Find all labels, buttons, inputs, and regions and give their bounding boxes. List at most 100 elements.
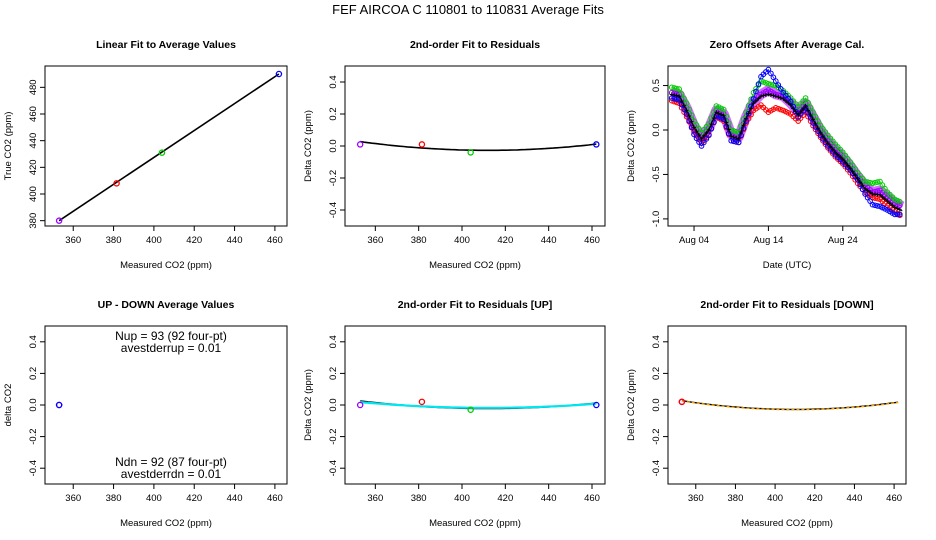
series-marker: [736, 136, 741, 141]
series-marker: [868, 190, 873, 195]
series-marker: [751, 101, 756, 106]
y-tick-label: -0.4: [328, 460, 339, 476]
series-line: [671, 93, 903, 212]
y-tick-label: 0.0: [328, 398, 339, 411]
y-tick-label: 0.4: [651, 335, 662, 348]
y-tick-label: -0.4: [28, 460, 39, 476]
y-tick-label: 0.2: [328, 107, 339, 120]
series-marker: [669, 92, 674, 97]
series-marker: [671, 85, 678, 91]
series-marker: [694, 129, 699, 134]
series-marker: [729, 134, 734, 139]
y-tick-label: 400: [28, 186, 39, 202]
panel-residual-fit-up: 2nd-order Fit to Residuals [UP] 360 380 400…: [303, 299, 606, 529]
series-marker: [763, 80, 769, 86]
data-point: [55, 401, 63, 409]
x-tick-label: 400: [767, 493, 783, 504]
plot-frame: [344, 65, 606, 227]
x-tick-label: 360: [367, 493, 383, 504]
x-tick-label: 460: [886, 493, 902, 504]
series-marker: [783, 99, 788, 103]
x-tick-label: 440: [541, 493, 557, 504]
series-marker: [734, 136, 739, 140]
x-tick-label: 460: [267, 235, 283, 246]
y-tick-label: -0.4: [328, 202, 339, 218]
series-marker: [716, 111, 721, 116]
y-axis-label: Delta CO2 (ppm): [303, 369, 314, 441]
plot-frame: [667, 65, 907, 227]
annotation-avestderrdn: avestderrdn = 0.01: [121, 467, 222, 481]
series-marker: [872, 202, 878, 209]
y-tick-label: 0.4: [28, 335, 39, 348]
data-point: [678, 398, 686, 406]
series-marker: [699, 136, 704, 141]
series-marker: [805, 99, 811, 106]
y-tick-label: 480: [28, 79, 39, 95]
series-marker: [874, 203, 881, 209]
series-marker: [890, 203, 895, 208]
series-marker: [865, 188, 870, 193]
series-marker: [788, 103, 793, 108]
y-tick-label: 380: [28, 213, 39, 229]
series-marker: [765, 81, 772, 87]
series-marker: [681, 95, 687, 102]
series-marker: [840, 157, 845, 162]
data-point: [467, 149, 474, 156]
y-tick-label: 0.0: [328, 139, 339, 152]
series-marker: [775, 105, 782, 112]
x-tick-label: 400: [454, 493, 470, 504]
x-tick-label: 460: [584, 493, 600, 504]
series-marker: [776, 95, 781, 100]
series-marker: [852, 166, 859, 172]
series-marker: [863, 186, 868, 191]
series-marker: [753, 88, 759, 95]
data-point: [593, 141, 600, 148]
series-marker: [872, 179, 878, 186]
series-marker: [668, 84, 675, 91]
data-point: [113, 180, 120, 187]
series-marker: [847, 159, 854, 165]
x-tick-label: 460: [584, 235, 600, 246]
series-marker: [855, 176, 860, 181]
series-marker: [845, 163, 850, 168]
series-marker: [815, 118, 821, 124]
series-marker: [791, 106, 796, 111]
series-marker: [768, 93, 773, 97]
series-marker: [786, 101, 791, 105]
x-tick-label: 420: [186, 235, 202, 246]
series-marker: [843, 160, 848, 165]
series-marker: [848, 166, 853, 171]
series-marker: [897, 211, 903, 218]
y-tick-label: -0.2: [328, 428, 339, 444]
y-axis-label: delta CO2: [3, 384, 14, 427]
y-tick-label: 0.0: [651, 398, 662, 411]
panel-title: Zero Offsets After Average Cal.: [710, 39, 865, 51]
series-marker: [833, 150, 838, 155]
series-marker: [693, 135, 700, 142]
x-tick-label: 420: [497, 493, 513, 504]
series-marker: [706, 128, 711, 132]
series-marker: [721, 113, 726, 118]
series-marker: [719, 112, 724, 117]
y-tick-label: 0.5: [651, 79, 662, 92]
series-marker: [754, 99, 758, 103]
x-tick-label: 380: [106, 493, 122, 504]
x-tick-label: Aug 24: [828, 235, 858, 246]
series-marker: [802, 95, 809, 101]
series-marker: [813, 121, 818, 126]
y-tick-label: -0.5: [651, 166, 662, 182]
panel-up-down: UP - DOWN Average Values 360 380 400 420 440 4…: [3, 299, 288, 529]
series-marker: [755, 81, 762, 87]
x-tick-label: 420: [497, 235, 513, 246]
x-axis-label: Measured CO2 (ppm): [741, 518, 833, 529]
series-marker: [677, 94, 682, 99]
x-tick-label: 440: [227, 493, 243, 504]
series-marker: [878, 192, 882, 197]
series-marker: [887, 201, 892, 206]
series-marker: [812, 113, 819, 120]
series-marker: [711, 116, 716, 121]
series-marker: [816, 126, 820, 131]
series-marker: [823, 137, 828, 142]
series-marker: [862, 191, 868, 197]
series-marker: [897, 202, 903, 209]
